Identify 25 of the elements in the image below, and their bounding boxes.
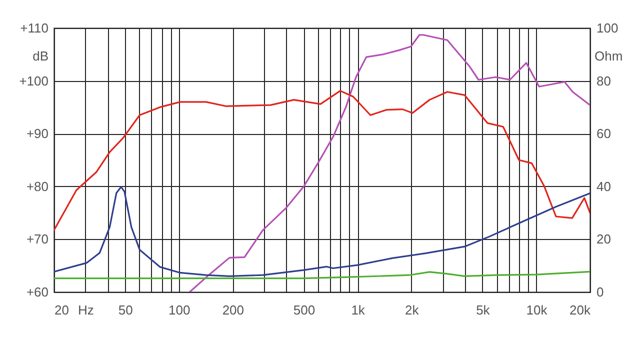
y2-tick-label: 60 [596,126,611,142]
x-tick-label: 500 [293,302,316,318]
y2-tick-label: 80 [596,73,611,88]
y2-tick-label: 100 [596,20,618,36]
y-axis-title: dB [32,48,48,64]
y2-tick-label: 0 [596,284,604,300]
x-tick-label: 5k [476,302,490,318]
y-tick-label: +100 [19,73,48,88]
x-tick-label: 20k [570,302,591,318]
y-tick-label: +80 [26,178,48,194]
x-tick-label: 20 [54,302,69,318]
x-tick-label: 2k [404,302,420,318]
y2-tick-label: 20 [596,232,611,247]
x-tick-label: Hz [78,302,94,318]
x-tick-label: 50 [118,302,133,318]
x-tick-label: 100 [168,302,190,318]
x-tick-label: 200 [222,302,244,318]
y-tick-label: +70 [26,232,48,247]
y-tick-label: +110 [20,20,48,36]
x-tick-label: 10k [526,302,548,318]
y2-axis-title: Ohm [594,48,623,64]
y-tick-label: +90 [26,126,48,142]
y-tick-label: +60 [26,284,48,300]
y2-tick-label: 40 [596,178,611,194]
x-tick-label: 1k [351,302,366,318]
